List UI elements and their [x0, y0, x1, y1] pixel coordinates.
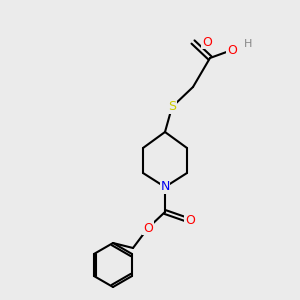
- Text: O: O: [202, 35, 212, 49]
- Text: N: N: [160, 181, 170, 194]
- Text: S: S: [168, 100, 176, 113]
- Text: O: O: [143, 221, 153, 235]
- Text: O: O: [185, 214, 195, 226]
- Text: H: H: [244, 39, 252, 49]
- Text: O: O: [227, 44, 237, 56]
